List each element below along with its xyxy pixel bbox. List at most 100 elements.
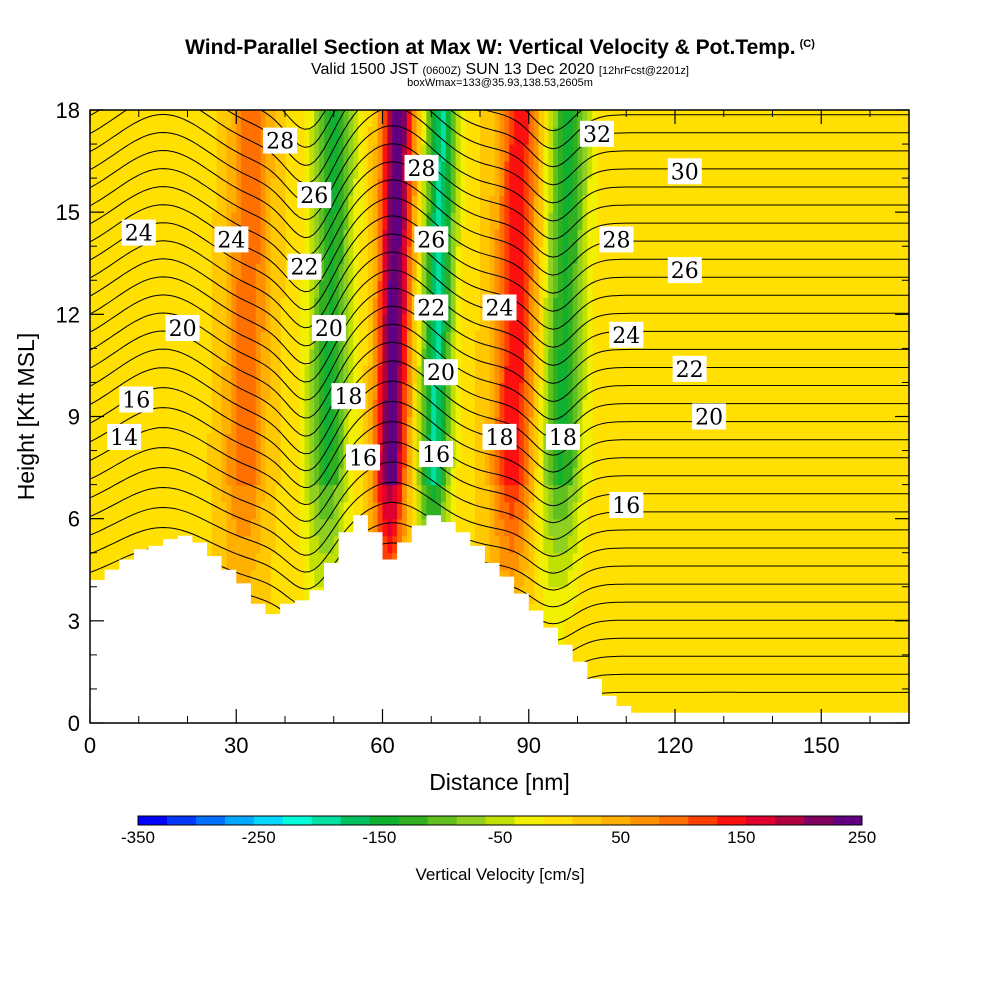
- field-cell: [421, 382, 427, 401]
- contour-label-text: 28: [266, 130, 294, 155]
- theta-contour-line: [90, 161, 909, 258]
- field-cell: [528, 467, 535, 486]
- field-cell: [509, 144, 515, 162]
- field-cell: [319, 348, 325, 367]
- field-cell: [309, 297, 315, 315]
- subtitle-utc: (0600Z): [422, 65, 462, 77]
- field-cell: [582, 280, 588, 298]
- field-cell: [226, 110, 232, 128]
- field-cell: [484, 501, 491, 520]
- field-cell: [523, 569, 530, 588]
- contour-label-text: 20: [427, 361, 455, 386]
- field-cell: [338, 127, 345, 145]
- field-cell: [548, 365, 554, 384]
- field-cell: [504, 552, 510, 571]
- field-cell: [538, 229, 544, 247]
- field-cell: [324, 110, 330, 128]
- field-cell: [250, 399, 257, 418]
- field-cell: [577, 144, 583, 162]
- field-cell: [445, 399, 452, 418]
- field-cell: [270, 280, 276, 298]
- field-cell: [367, 280, 374, 298]
- field-cell: [231, 263, 237, 281]
- field-cell: [221, 314, 228, 332]
- field-cell: [250, 212, 257, 230]
- field-cell: [562, 161, 569, 179]
- field-cell: [587, 178, 593, 196]
- field-cell: [577, 314, 583, 332]
- field-cell: [426, 382, 432, 401]
- field-cell: [319, 110, 325, 128]
- field-cell: [543, 535, 549, 554]
- contour-label: 18: [482, 423, 517, 451]
- field-cell: [377, 280, 384, 298]
- field-cell: [494, 314, 501, 332]
- field-cell: [499, 518, 505, 537]
- field-cell: [523, 518, 530, 537]
- field-cell: [411, 246, 418, 264]
- field-cell: [587, 467, 593, 486]
- field-cell: [499, 161, 505, 179]
- field-cell: [372, 484, 379, 503]
- field-cell: [270, 331, 276, 349]
- field-cell: [553, 399, 559, 418]
- field-cell: [480, 280, 486, 298]
- field-cell: [314, 382, 320, 401]
- field-cell: [250, 280, 257, 298]
- field-cell: [480, 467, 486, 486]
- field-cell: [260, 314, 267, 332]
- field-cell: [523, 382, 530, 401]
- field-cell: [265, 280, 271, 298]
- field-cell: [309, 144, 315, 162]
- field-cell: [553, 331, 559, 349]
- field-cell: [314, 127, 320, 145]
- field-cell: [333, 501, 340, 520]
- field-cell: [480, 331, 486, 349]
- field-cell: [246, 433, 252, 452]
- field-cell: [450, 382, 457, 401]
- field-cell: [421, 246, 427, 264]
- field-cell: [572, 212, 579, 230]
- field-cell: [250, 331, 257, 349]
- field-cell: [572, 467, 579, 486]
- field-cell: [392, 110, 398, 128]
- field-cell: [397, 382, 403, 401]
- contour-label: 16: [119, 386, 154, 414]
- field-cell: [572, 229, 579, 247]
- field-cell: [216, 382, 223, 401]
- colorbar-tick-label: -350: [121, 828, 155, 847]
- field-cell: [324, 535, 330, 554]
- field-cell: [489, 246, 496, 264]
- contour-label-text: 22: [676, 358, 704, 383]
- field-cell: [509, 348, 515, 367]
- field-cell: [236, 399, 242, 418]
- field-cell: [441, 195, 447, 213]
- field-cell: [338, 246, 345, 264]
- field-cell: [353, 416, 359, 435]
- field-cell: [324, 450, 330, 469]
- field-cell: [504, 246, 510, 264]
- field-cell: [499, 212, 505, 230]
- field-cell: [484, 229, 491, 247]
- field-cell: [377, 110, 384, 128]
- field-cell: [319, 467, 325, 486]
- field-cell: [480, 399, 486, 418]
- field-cell: [260, 161, 267, 179]
- field-cell: [236, 416, 242, 435]
- field-cell: [548, 178, 554, 196]
- field-cell: [567, 603, 574, 622]
- field-cell: [484, 365, 491, 384]
- colorbar-swatch: [166, 816, 197, 825]
- field-cell: [324, 552, 330, 571]
- field-cell: [348, 518, 354, 537]
- field-cell: [246, 535, 252, 554]
- field-cell: [304, 314, 310, 332]
- field-cell: [402, 382, 408, 401]
- field-cell: [523, 365, 530, 384]
- field-cell: [577, 467, 583, 486]
- field-cell: [255, 246, 262, 264]
- field-cell: [572, 195, 579, 213]
- field-cell: [499, 331, 505, 349]
- field-cell: [553, 263, 559, 281]
- field-cell: [255, 518, 262, 537]
